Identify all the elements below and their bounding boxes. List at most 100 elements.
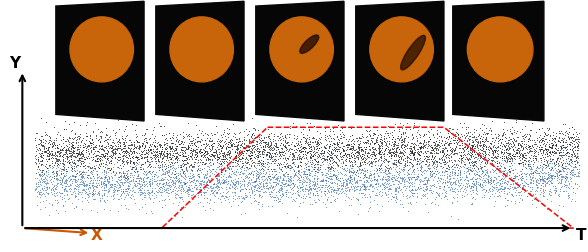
Point (152, 161, 161, 165)
Point (477, 145, 487, 149)
Point (429, 140, 439, 144)
Point (316, 151, 325, 155)
Point (551, 131, 560, 135)
Point (463, 184, 472, 188)
Point (429, 184, 438, 188)
Point (82, 156, 92, 160)
Point (196, 147, 205, 151)
Point (557, 164, 566, 168)
Point (160, 189, 169, 193)
Point (494, 194, 503, 198)
Point (566, 160, 575, 164)
Point (94, 162, 103, 166)
Point (99, 185, 109, 189)
Point (464, 157, 473, 161)
Point (551, 188, 560, 193)
Point (469, 195, 478, 199)
Point (314, 142, 323, 146)
Point (375, 170, 385, 174)
Point (196, 188, 205, 192)
Point (84, 139, 93, 143)
Point (242, 195, 251, 199)
Point (291, 173, 300, 177)
Point (342, 143, 351, 147)
Point (390, 167, 399, 171)
Point (450, 170, 460, 174)
Point (113, 175, 123, 179)
Point (266, 155, 276, 159)
Point (157, 181, 166, 185)
Point (432, 151, 442, 155)
Point (260, 143, 270, 147)
Point (513, 190, 523, 194)
Point (102, 132, 111, 136)
Point (370, 182, 380, 186)
Point (293, 193, 303, 197)
Point (171, 192, 181, 196)
Point (341, 189, 350, 193)
Point (465, 165, 475, 169)
Point (78, 154, 87, 158)
Point (357, 149, 366, 153)
Point (338, 132, 348, 136)
Point (215, 143, 225, 147)
Point (216, 191, 225, 195)
Point (48, 165, 58, 169)
Point (510, 145, 520, 149)
Point (74, 184, 83, 188)
Point (425, 151, 435, 155)
Point (276, 186, 285, 191)
Point (447, 170, 456, 174)
Point (308, 162, 318, 166)
Point (135, 161, 144, 165)
Point (107, 182, 116, 186)
Point (468, 154, 477, 159)
Point (477, 165, 486, 169)
Point (156, 145, 165, 149)
Point (312, 177, 322, 181)
Point (289, 198, 299, 202)
Point (430, 154, 440, 158)
Point (84, 144, 93, 148)
Point (139, 171, 148, 175)
Point (34, 189, 43, 193)
Point (82, 187, 91, 192)
Point (310, 180, 319, 184)
Point (145, 179, 155, 183)
Point (95, 143, 104, 147)
Point (336, 134, 346, 138)
Point (449, 148, 459, 152)
Point (433, 143, 442, 147)
Point (570, 153, 580, 158)
Point (265, 176, 274, 180)
Point (515, 196, 524, 200)
Point (145, 145, 154, 149)
Point (60, 209, 69, 213)
Point (410, 158, 419, 162)
Point (491, 155, 500, 159)
Point (163, 173, 172, 177)
Point (156, 124, 166, 128)
Point (349, 137, 358, 141)
Point (322, 165, 332, 169)
Point (492, 161, 501, 165)
Point (95, 130, 105, 134)
Point (292, 147, 301, 151)
Point (147, 151, 156, 155)
Point (367, 178, 376, 182)
Point (203, 164, 212, 168)
Point (403, 121, 412, 125)
Point (139, 177, 148, 181)
Point (148, 153, 158, 157)
Point (547, 174, 557, 178)
Point (521, 142, 530, 146)
Point (392, 150, 402, 154)
Point (131, 160, 141, 164)
Point (31, 181, 41, 185)
Point (426, 137, 435, 141)
Point (126, 143, 135, 147)
Point (455, 177, 465, 181)
Point (106, 154, 116, 159)
Point (561, 180, 570, 184)
Point (218, 146, 227, 150)
